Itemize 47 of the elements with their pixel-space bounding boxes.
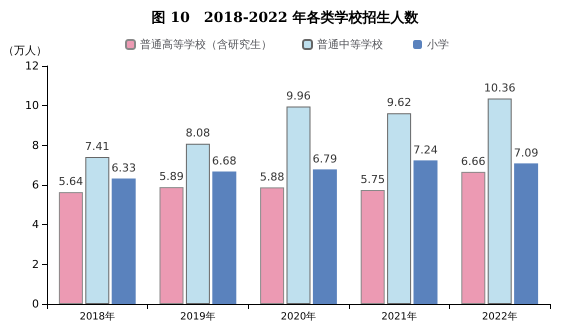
data-label: 7.09 (514, 146, 538, 160)
y-tick-label: 0 (32, 298, 39, 310)
y-tick-label: 8 (32, 138, 39, 152)
data-label: 10.36 (484, 82, 516, 95)
bar (186, 144, 210, 304)
data-label: 6.33 (111, 161, 136, 174)
data-label: 5.64 (58, 175, 84, 188)
y-tick-label: 4 (32, 218, 39, 232)
bar (112, 178, 136, 304)
x-tick-label: 2021年 (381, 310, 417, 322)
x-tick-label: 2020年 (280, 310, 316, 322)
data-label: 6.66 (461, 154, 486, 168)
y-tick-label: 2 (32, 258, 39, 271)
bar (85, 157, 110, 304)
bar (160, 187, 184, 304)
bar (488, 98, 512, 304)
legend-label: 普通中等学校 (317, 38, 383, 51)
data-label: 9.96 (286, 89, 311, 102)
bar (414, 160, 438, 304)
bar (461, 172, 486, 304)
data-label: 5.75 (360, 172, 385, 186)
legend-label: 小学 (427, 38, 449, 51)
legend-label: 普通高等学校（含研究生） (140, 38, 272, 51)
bar (212, 172, 236, 304)
y-tick-label: 6 (32, 178, 39, 192)
y-tick-label: 12 (25, 60, 39, 72)
y-axis-title: （万人） (3, 44, 47, 57)
data-label: 9.62 (386, 96, 412, 110)
chart-title: 图 10 2018-2022 年各类学校招生人数 (152, 10, 420, 26)
bar (58, 192, 83, 304)
bar (387, 113, 412, 304)
data-label: 5.89 (159, 170, 184, 184)
y-tick-label: 10 (25, 99, 39, 112)
data-label: 6.68 (212, 154, 237, 168)
data-label: 8.08 (186, 126, 210, 140)
x-tick-label: 2019年 (180, 310, 216, 322)
data-label: 7.41 (85, 140, 110, 154)
bar (312, 169, 337, 304)
data-label: 5.88 (260, 170, 284, 184)
bar (360, 190, 385, 304)
bar (260, 187, 284, 304)
x-tick-label: 2022年 (482, 310, 518, 322)
x-tick-label: 2018年 (80, 310, 116, 322)
data-label: 6.79 (312, 152, 338, 166)
bar (286, 106, 310, 304)
bar (514, 163, 538, 304)
data-label: 7.24 (413, 143, 438, 156)
